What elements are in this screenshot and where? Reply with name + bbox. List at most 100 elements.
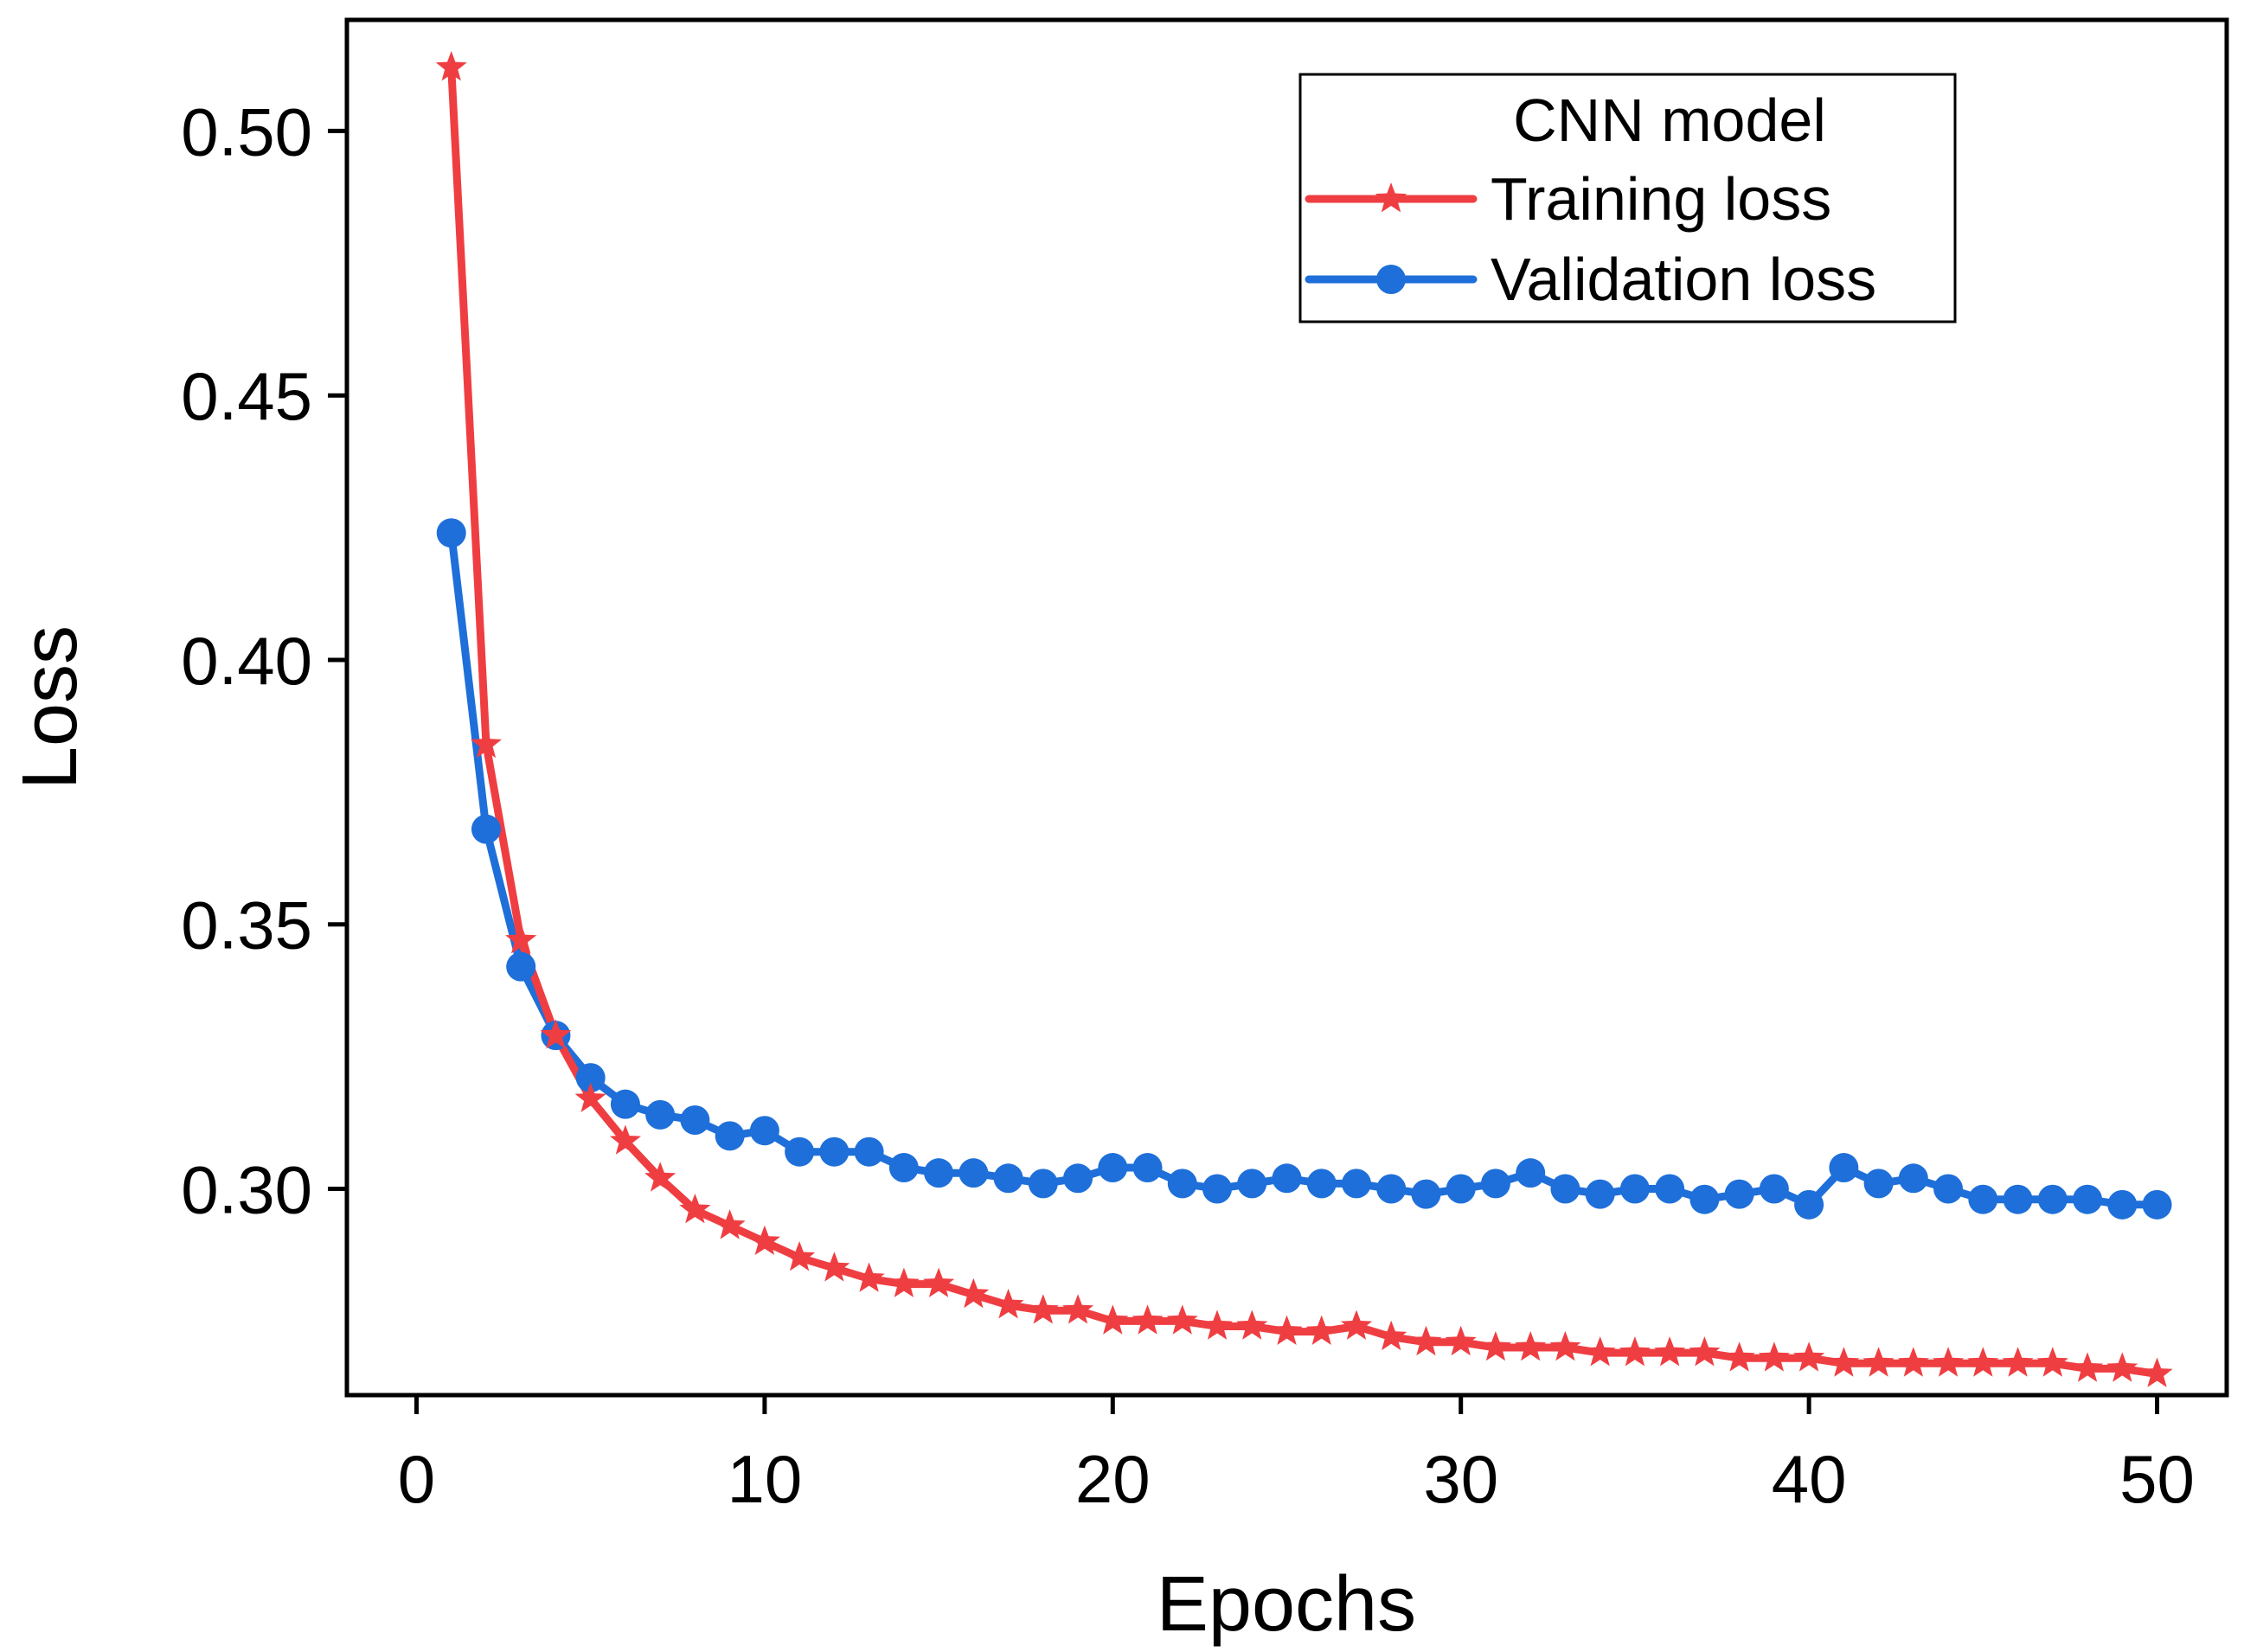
data-point (1723, 1341, 1755, 1372)
data-point (1549, 1331, 1581, 1361)
data-point (1098, 1153, 1128, 1183)
data-point (1898, 1163, 1928, 1194)
y-tick-label: 0.50 (181, 93, 312, 170)
data-point (2037, 1184, 2068, 1214)
data-point (1689, 1184, 1720, 1214)
tick-labels-layer: 0 10 20 30 40 50 0.30 0.35 0.40 0.45 0.50 (181, 93, 2195, 1517)
series-layer (435, 51, 2173, 1387)
data-point (1027, 1294, 1059, 1324)
data-point (959, 1158, 989, 1188)
data-point (505, 924, 537, 954)
data-point (958, 1277, 990, 1309)
data-point (575, 1063, 606, 1093)
data-point (1063, 1163, 1093, 1194)
data-point (1376, 1174, 1407, 1204)
data-point (1271, 1315, 1303, 1345)
x-tick-label: 40 (1772, 1441, 1847, 1517)
data-point (1933, 1174, 1964, 1204)
x-tick-label: 30 (1423, 1441, 1498, 1517)
data-point (1201, 1309, 1234, 1340)
data-point (819, 1137, 850, 1167)
data-point (1655, 1174, 1685, 1204)
data-point (1516, 1158, 1546, 1188)
data-point (1654, 1336, 1686, 1367)
data-point (1829, 1153, 1859, 1183)
y-tick-label: 0.40 (181, 623, 312, 699)
data-point (1863, 1347, 1895, 1377)
x-tick-label: 0 (398, 1441, 435, 1517)
data-point (540, 1019, 572, 1049)
data-point (1132, 1153, 1163, 1183)
data-point (1793, 1341, 1825, 1372)
data-point (923, 1267, 955, 1297)
data-point (680, 1105, 710, 1135)
data-point (1863, 1169, 1894, 1199)
data-point (785, 1137, 815, 1167)
legend-marker (1375, 182, 1407, 213)
data-point (714, 1209, 746, 1239)
data-point (993, 1163, 1023, 1194)
data-point (715, 1121, 745, 1151)
data-point (1724, 1179, 1754, 1209)
data-point (2106, 1352, 2138, 1382)
data-point (1446, 1174, 1476, 1204)
data-point (748, 1225, 780, 1255)
data-point (1759, 1174, 1789, 1204)
legend-label: Validation loss (1491, 246, 1876, 313)
data-point (1897, 1347, 1929, 1377)
data-point (435, 51, 467, 81)
data-point (818, 1252, 850, 1282)
y-tick-label: 0.45 (181, 358, 312, 434)
data-point (1828, 1347, 1860, 1377)
data-point (1689, 1336, 1721, 1367)
data-point (1584, 1336, 1616, 1367)
legend-entries: Training loss Validation loss (1305, 165, 1876, 313)
data-point (853, 1262, 885, 1292)
data-point (2002, 1347, 2034, 1377)
y-tick-label: 0.35 (181, 887, 312, 964)
data-point (1028, 1169, 1058, 1199)
legend-title: CNN model (1513, 86, 1826, 154)
data-point (1340, 1309, 1373, 1340)
data-point (2142, 1189, 2172, 1220)
data-point (1236, 1309, 1268, 1340)
data-point (470, 727, 502, 759)
data-point (1305, 1315, 1337, 1345)
data-point (436, 518, 466, 548)
data-point (1619, 1174, 1650, 1204)
data-point (1480, 1169, 1510, 1199)
data-point (749, 1116, 779, 1146)
data-point (992, 1289, 1024, 1319)
data-point (1585, 1179, 1615, 1209)
data-point (924, 1158, 954, 1188)
data-point (1375, 1320, 1407, 1351)
legend-marker (1376, 265, 1406, 294)
y-tick-label: 0.30 (181, 1152, 312, 1228)
data-point (1758, 1341, 1790, 1372)
data-point (2072, 1352, 2104, 1382)
data-point (2003, 1184, 2033, 1214)
data-point (506, 951, 536, 982)
data-point (1166, 1304, 1198, 1335)
plot-frame (344, 17, 2229, 1398)
data-point (1933, 1347, 1965, 1377)
data-point (574, 1082, 606, 1112)
data-point (1410, 1325, 1442, 1356)
data-point (854, 1137, 884, 1167)
data-point (610, 1089, 640, 1119)
data-point (2107, 1189, 2138, 1220)
data-point (1479, 1331, 1511, 1361)
legend: CNN model Training loss Validation loss (1298, 73, 1957, 323)
legend-label: Training loss (1491, 165, 1831, 233)
data-point (888, 1153, 919, 1183)
data-point (2141, 1357, 2173, 1387)
data-point (1445, 1325, 1477, 1356)
data-point (645, 1099, 676, 1130)
series-markers-training-loss (435, 51, 2173, 1387)
data-point (888, 1267, 920, 1297)
ticks-layer (328, 128, 2160, 1414)
x-axis-title: Epochs (1157, 1561, 1416, 1648)
data-point (679, 1194, 711, 1224)
data-point (1411, 1179, 1441, 1209)
